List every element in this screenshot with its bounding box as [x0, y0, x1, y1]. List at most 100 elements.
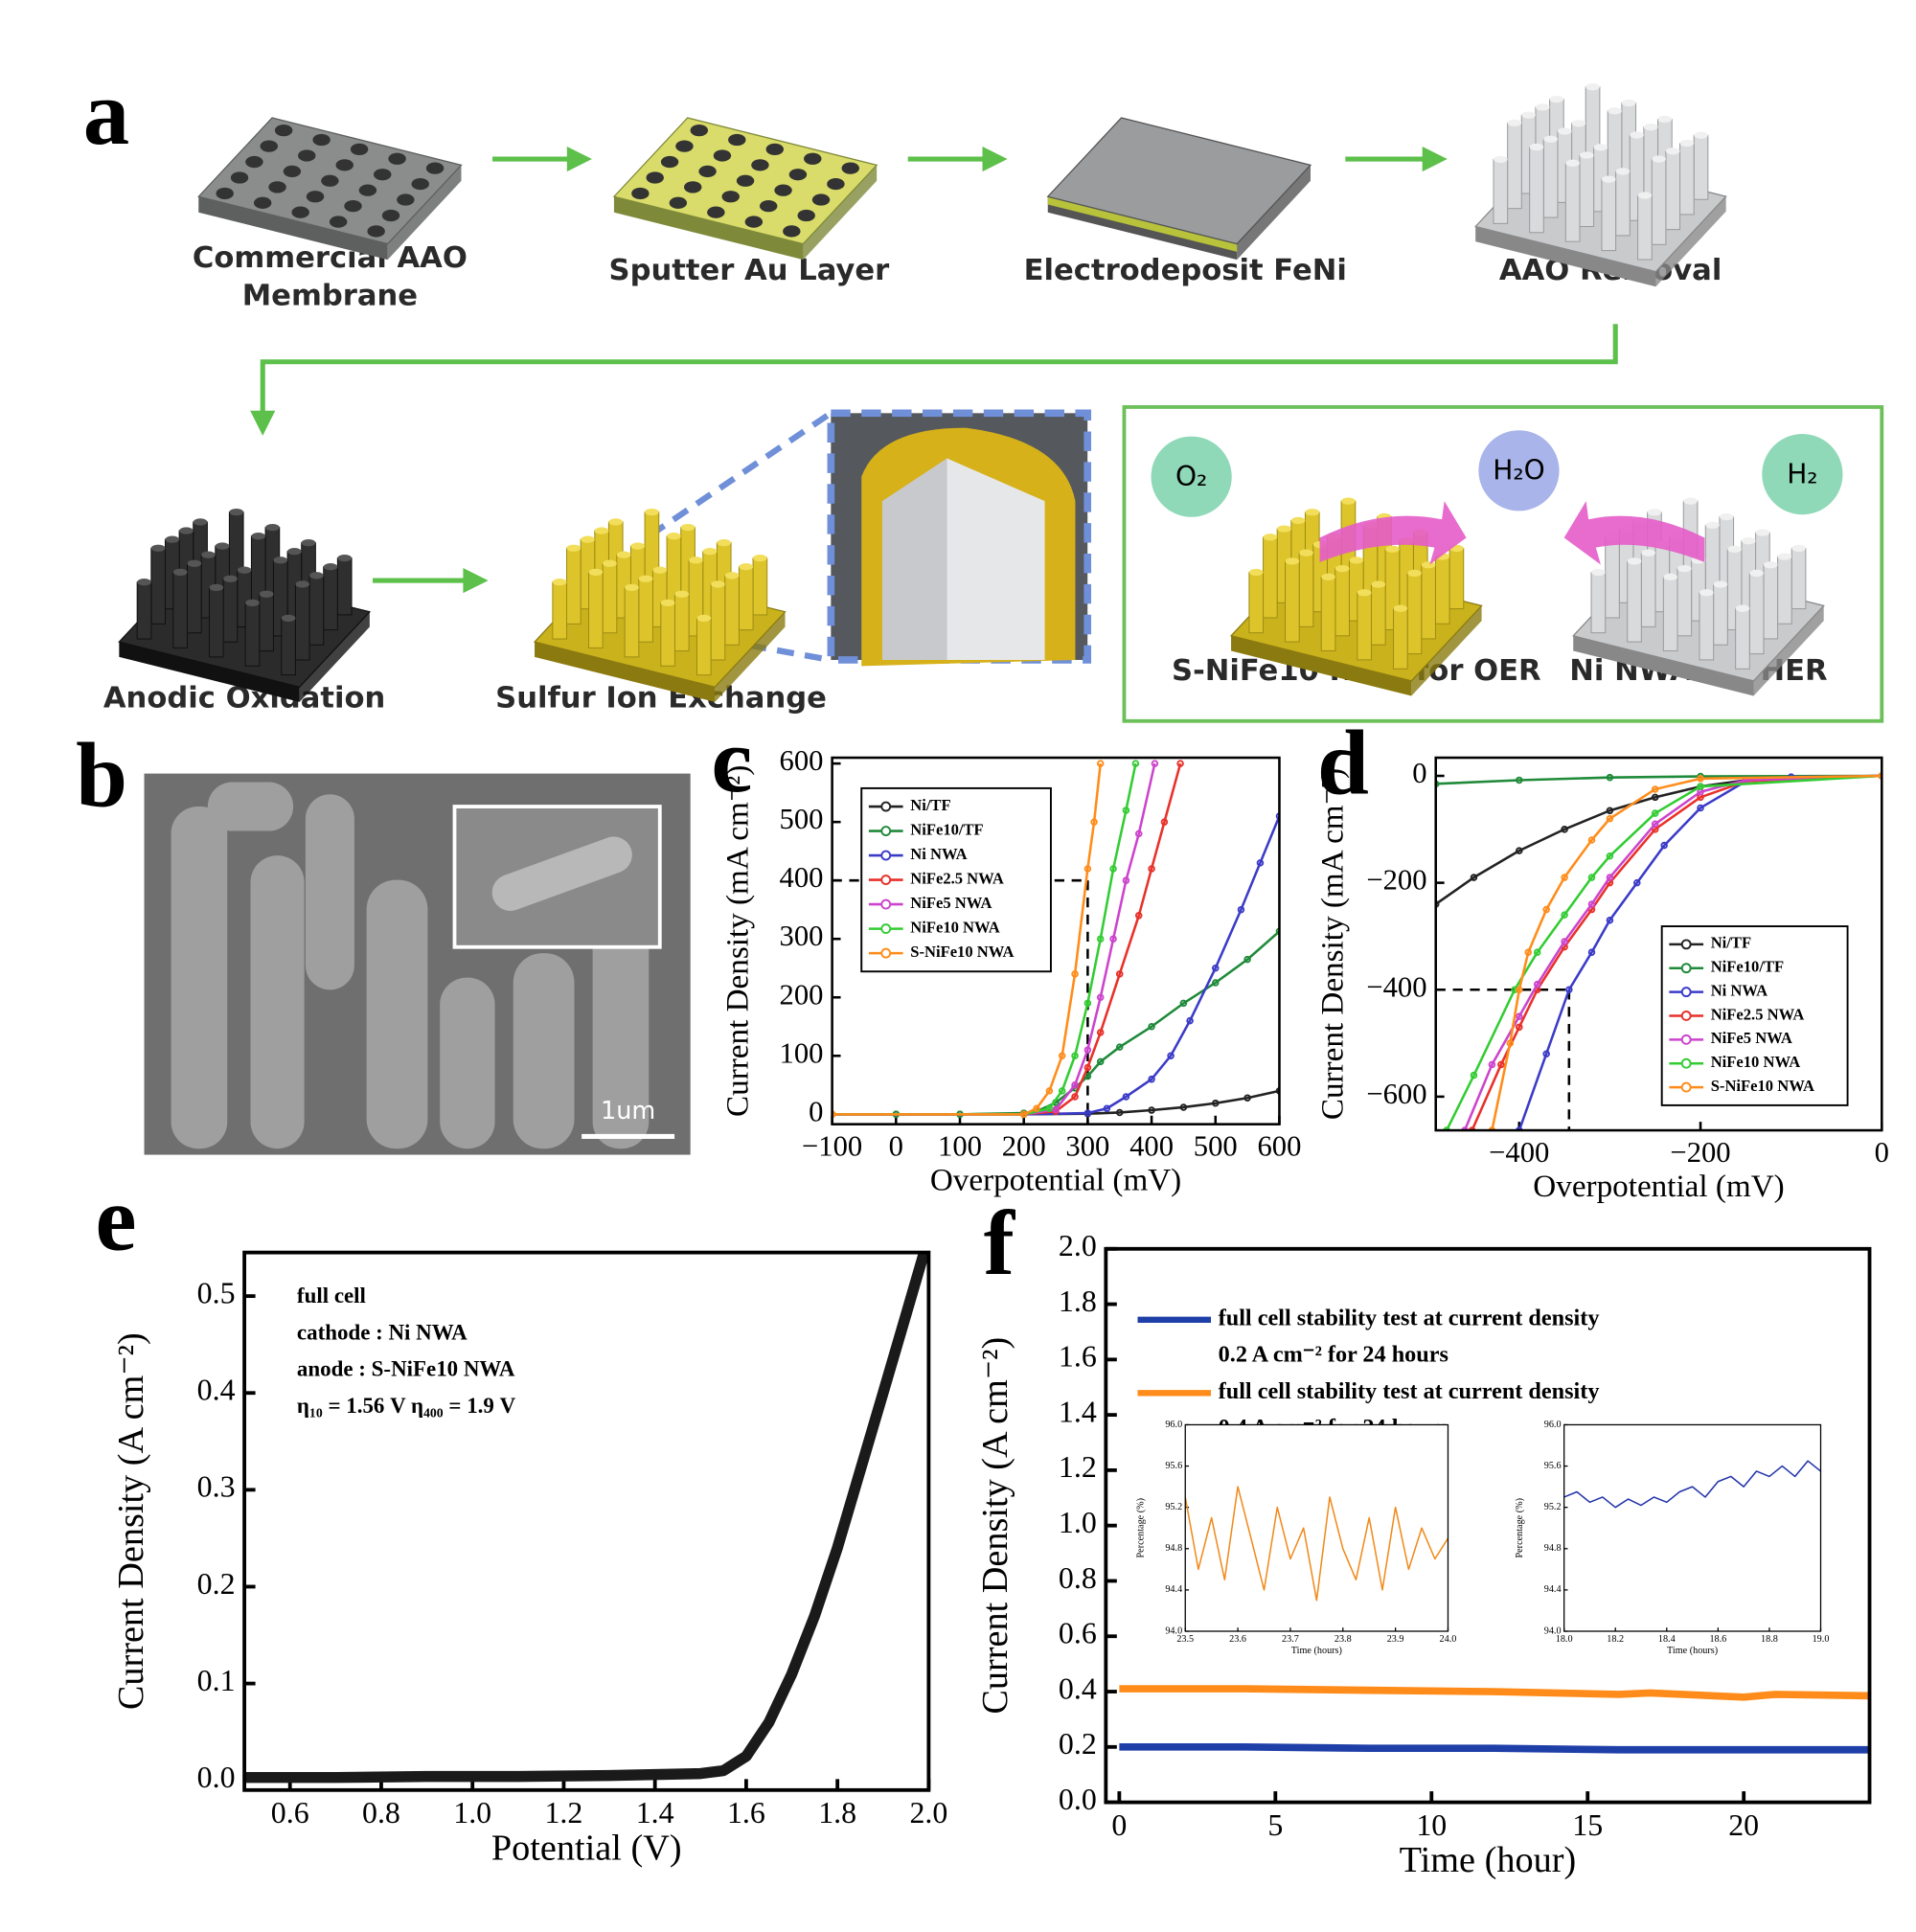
pillar-top [245, 599, 260, 607]
point [1561, 874, 1568, 881]
plot-frame [1184, 1423, 1449, 1632]
pillar-top [337, 554, 353, 562]
point [1606, 874, 1614, 881]
pore [306, 191, 325, 203]
pillar-top [259, 590, 274, 598]
pillar-top [1727, 545, 1742, 553]
pillar-top [193, 518, 208, 526]
point [1470, 874, 1478, 881]
pillar [308, 575, 325, 646]
species-bubble [1151, 436, 1232, 517]
substrate-block [1229, 497, 1483, 696]
point [1516, 986, 1523, 994]
pillar-top [608, 518, 624, 526]
pillar [1640, 552, 1656, 627]
point [1516, 776, 1523, 784]
pillar [565, 547, 582, 625]
y-tick-label: 94.8 [1165, 1543, 1182, 1554]
point [1561, 938, 1568, 945]
pillar [1699, 592, 1715, 661]
x-tick-label: 0.6 [271, 1796, 309, 1830]
point [1524, 948, 1533, 956]
y-tick-label: 95.2 [1544, 1502, 1562, 1512]
pillar-top [652, 566, 668, 574]
pillar-top [660, 599, 675, 607]
pillar [1248, 572, 1265, 634]
y-tick-label: 600 [780, 744, 824, 777]
y-tick-label: 0.8 [1059, 1561, 1097, 1595]
pore [350, 143, 369, 156]
point [1148, 1106, 1155, 1114]
pillar [1627, 560, 1642, 643]
scale-bar-label: 1um [601, 1097, 655, 1125]
x-tick-label: 0.8 [362, 1796, 400, 1830]
y-tick-label: 94.4 [1544, 1584, 1562, 1595]
y-tick-label: 1.4 [1059, 1395, 1097, 1428]
point [1237, 905, 1245, 914]
point [1148, 1022, 1155, 1031]
block-top [1046, 117, 1312, 245]
x-tick-label: 0 [1875, 1136, 1889, 1169]
pillar-top [209, 583, 224, 592]
reaction-arrow [1563, 501, 1705, 565]
series-line [832, 763, 1102, 1116]
point [1045, 1104, 1054, 1112]
pillar [1334, 568, 1351, 637]
series-line [1563, 1460, 1821, 1509]
point [1096, 1057, 1105, 1066]
point [1651, 793, 1659, 802]
pillar-top [1763, 561, 1778, 569]
panel-label: b [76, 723, 127, 826]
annotation: anode : S-NiFe10 NWA [297, 1357, 515, 1381]
block-side [715, 611, 786, 702]
block-side [119, 642, 300, 702]
point [1167, 1052, 1175, 1060]
y-axis-label: Percentage (%) [1515, 1498, 1525, 1558]
zoom-line [648, 410, 833, 538]
sem-inset-wire [491, 836, 632, 911]
block-side [1231, 635, 1412, 696]
pillar [1448, 547, 1465, 610]
point [1651, 820, 1659, 828]
pillar [738, 566, 754, 631]
arrow-head [982, 146, 1008, 172]
annotation: full cell [297, 1284, 366, 1307]
pore [367, 225, 385, 238]
pillar-top [1630, 131, 1644, 139]
series-line [1471, 774, 1882, 1131]
pillar [281, 617, 296, 676]
pillar-top [137, 579, 151, 586]
pillar-top [150, 544, 166, 552]
nanowire-core [947, 458, 1045, 660]
y-tick-label: 1.2 [1059, 1450, 1097, 1484]
point [1103, 1104, 1111, 1112]
panel-label: f [984, 1192, 1016, 1294]
pillar-top [1676, 564, 1692, 573]
plot-area [244, 1252, 929, 1790]
pillar [222, 578, 239, 643]
step-label: Membrane [242, 280, 418, 313]
pillar [1713, 583, 1728, 646]
pillar-top [1529, 143, 1544, 151]
pillar-top [1393, 604, 1408, 612]
point [1516, 847, 1523, 854]
y-axis-label: Current Density (A cm⁻²) [111, 1332, 151, 1710]
pore [759, 199, 778, 213]
arrow-head [566, 146, 592, 172]
plot-frame [1434, 756, 1883, 1132]
legend-marker [880, 923, 892, 935]
species-label: H₂ [1787, 458, 1817, 489]
pillar-top [1521, 111, 1536, 119]
pore [713, 149, 732, 162]
y-tick-label: 94.0 [1544, 1625, 1562, 1636]
series-group [1119, 1685, 1869, 1754]
point [1151, 760, 1159, 767]
chart: 18.0 18.2 18.4 18.6 18.8 19.0 94.0 94.4 94.8 95.2… [1515, 1420, 1829, 1656]
point [1561, 826, 1568, 833]
pillar [1564, 162, 1581, 242]
point [1122, 807, 1130, 814]
pore [675, 140, 694, 152]
pore [841, 162, 859, 174]
block-side [299, 611, 370, 702]
pillar [752, 557, 768, 616]
